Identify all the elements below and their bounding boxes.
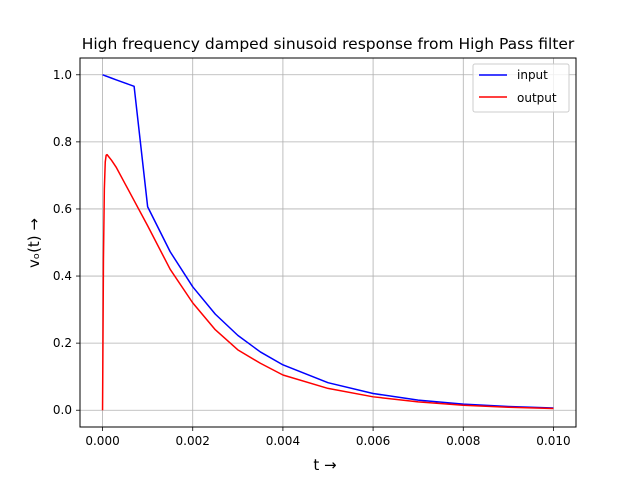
y-tick-label: 0.8: [53, 135, 72, 149]
plot-frame: [79, 57, 577, 428]
x-tick-label: 0.004: [266, 434, 300, 448]
grid: [80, 58, 576, 427]
x-axis-label: t →: [313, 456, 336, 474]
y-tick-label: 0.4: [53, 269, 72, 283]
legend: input output: [472, 63, 570, 113]
series-line-input: [102, 74, 554, 409]
x-tick-label: 0.002: [176, 434, 210, 448]
x-tick-label: 0.008: [446, 434, 480, 448]
x-tick-label: 0.006: [356, 434, 390, 448]
axis-ticks: 0.000 0.002 0.004 0.006 0.008 0.010 0.0 0.2 0.4 0…: [53, 68, 571, 448]
plot-series: [101, 74, 554, 411]
chart-title: High frequency damped sinusoid response …: [82, 35, 575, 53]
y-tick-label: 0.0: [53, 403, 72, 417]
legend-label-output: output: [517, 91, 557, 105]
y-tick-label: 1.0: [53, 68, 72, 82]
y-tick-label: 0.2: [53, 336, 72, 350]
legend-box: [472, 63, 570, 113]
x-tick-label: 0.010: [536, 434, 570, 448]
series-line-output: [101, 153, 554, 411]
x-tick-label: 0.000: [85, 434, 119, 448]
legend-label-input: input: [517, 68, 548, 82]
y-tick-label: 0.6: [53, 202, 72, 216]
y-axis-label: vₒ(t) →: [25, 218, 43, 268]
